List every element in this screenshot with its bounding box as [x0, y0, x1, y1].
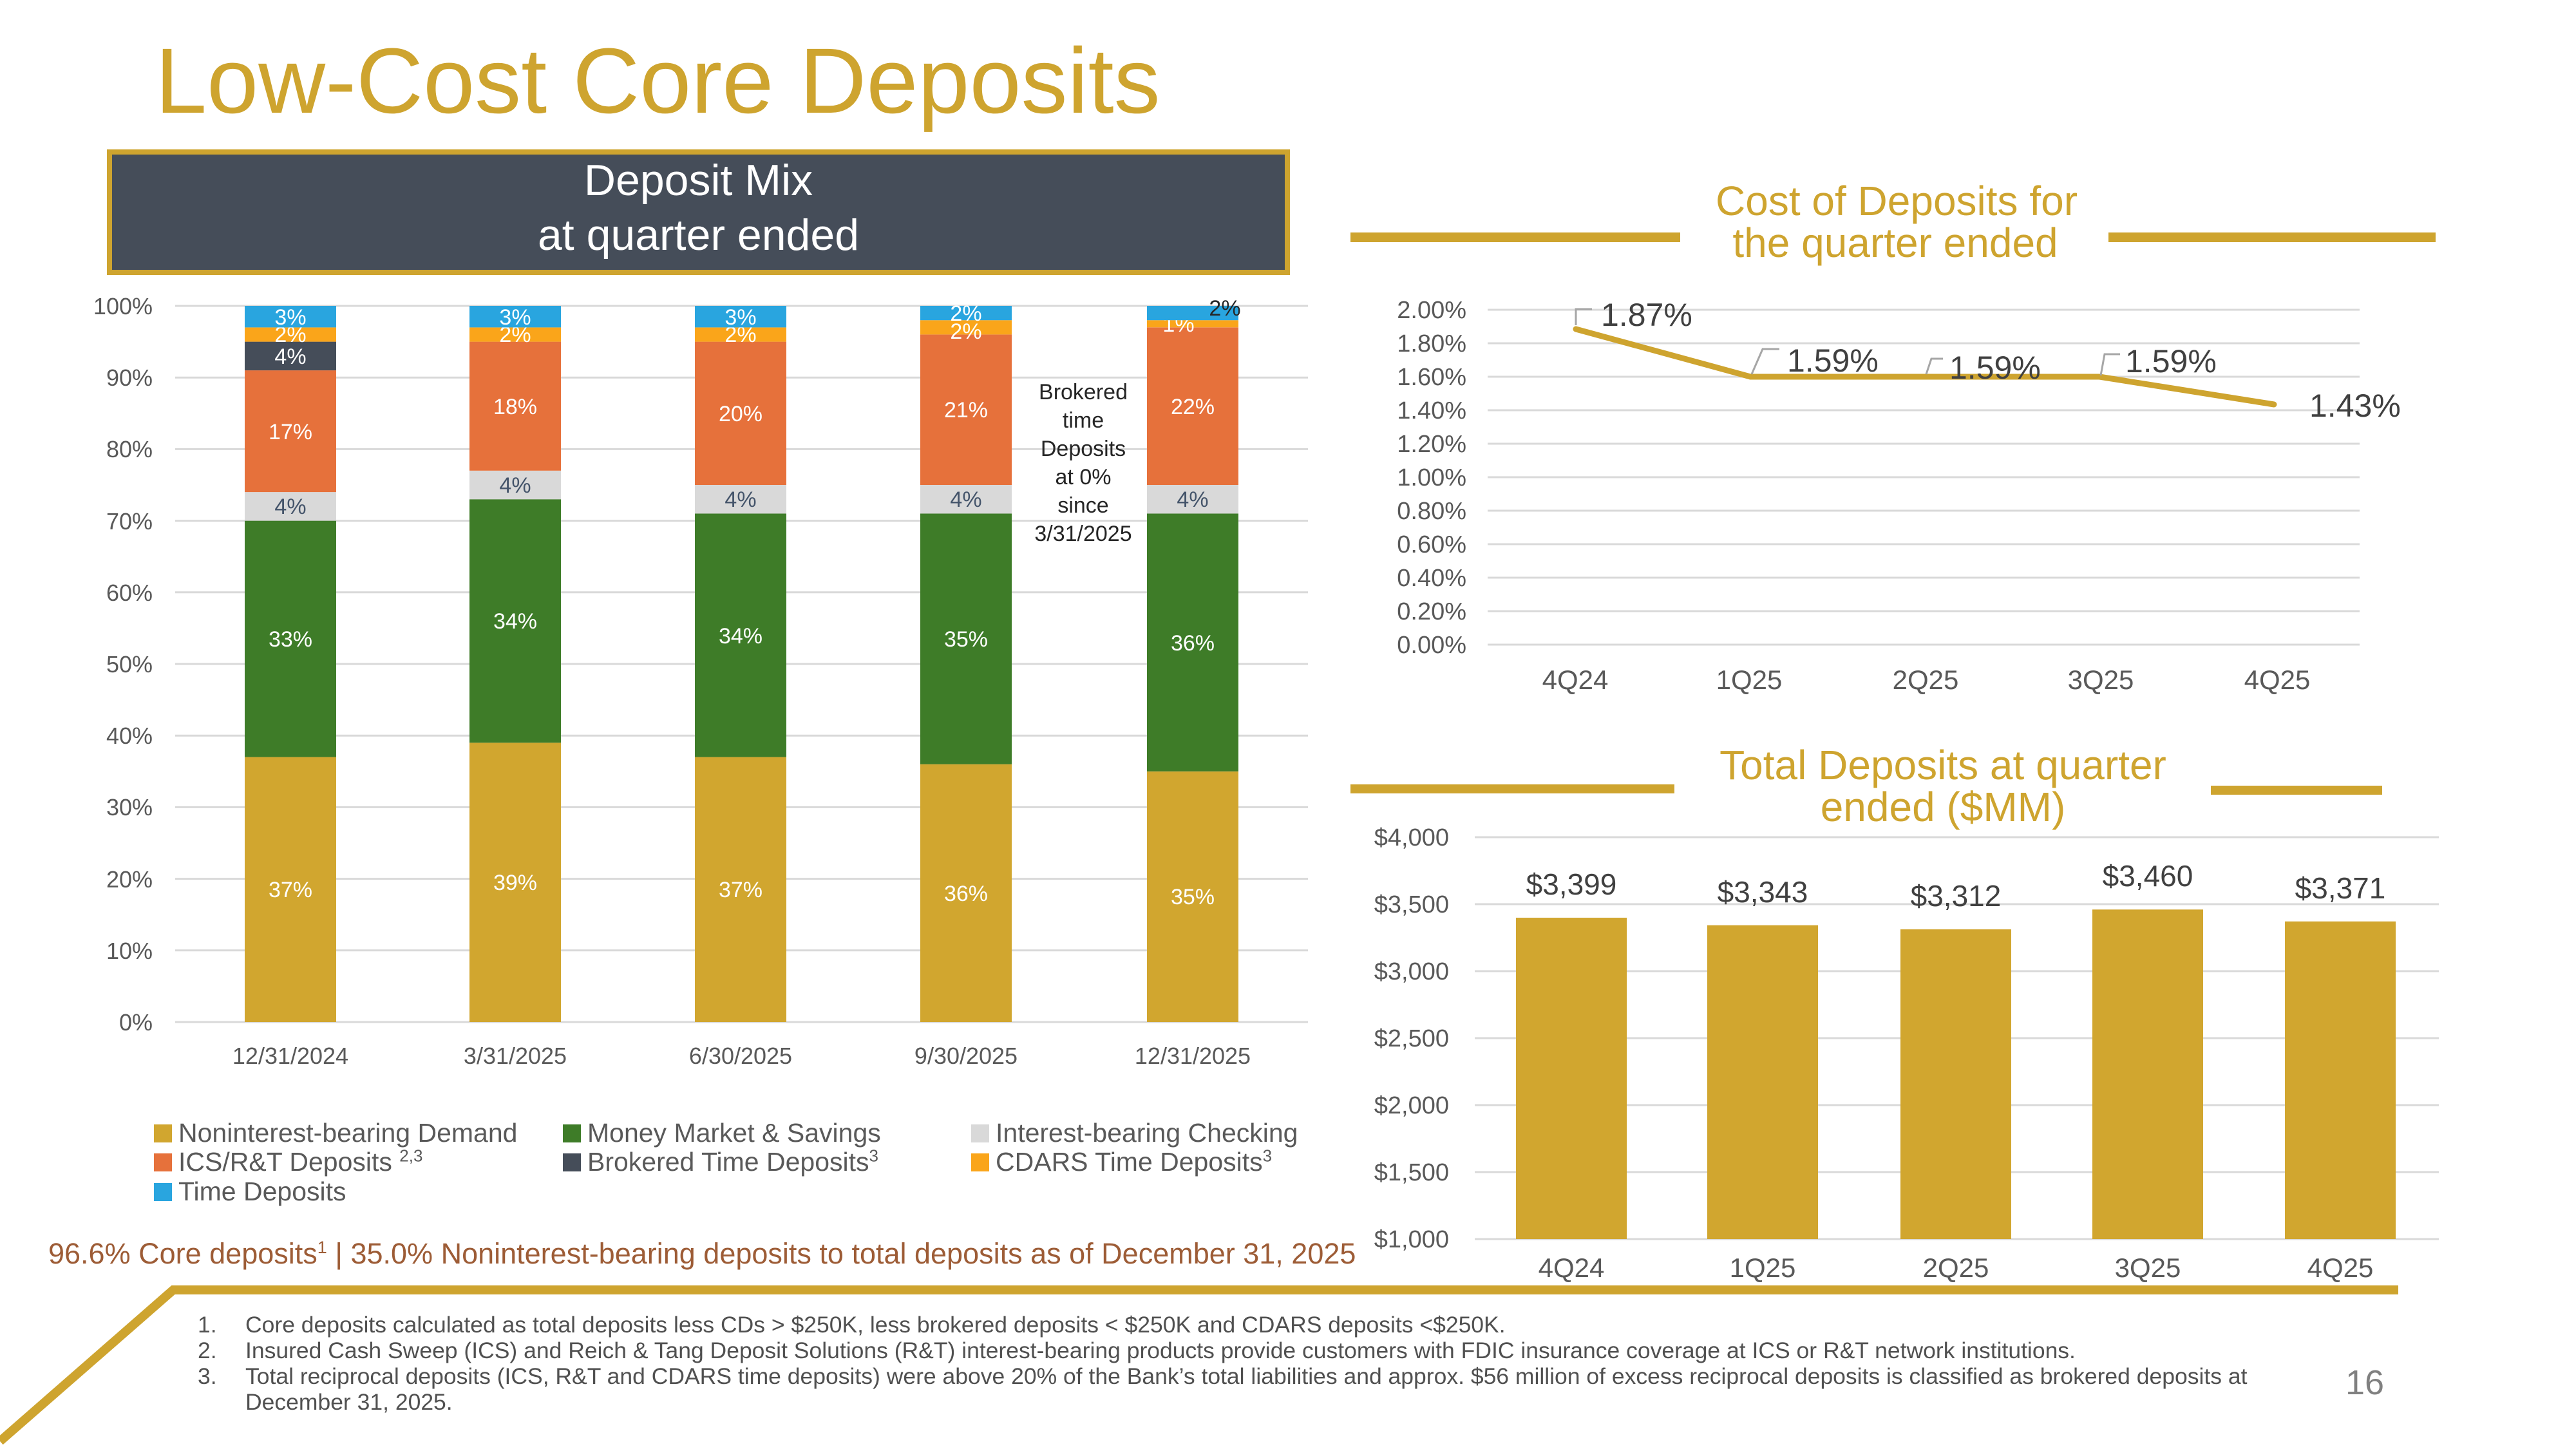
svg-text:36%: 36%: [1171, 631, 1215, 656]
svg-text:Total Deposits at quarter: Total Deposits at quarter: [1719, 742, 2166, 788]
svg-text:18%: 18%: [493, 395, 537, 419]
svg-text:1.59%: 1.59%: [2125, 343, 2217, 379]
svg-text:$4,000: $4,000: [1374, 824, 1449, 851]
svg-text:at 0%: at 0%: [1056, 465, 1112, 489]
svg-text:$3,399: $3,399: [1526, 867, 1617, 901]
svg-text:3Q25: 3Q25: [2115, 1253, 2181, 1283]
svg-text:2%: 2%: [950, 319, 981, 344]
svg-text:9/30/2025: 9/30/2025: [914, 1043, 1018, 1069]
svg-text:37%: 37%: [269, 878, 312, 902]
svg-text:12/31/2025: 12/31/2025: [1135, 1043, 1251, 1069]
svg-text:10%: 10%: [106, 938, 153, 964]
svg-text:1.43%: 1.43%: [2309, 388, 2401, 424]
svg-text:0%: 0%: [119, 1009, 153, 1036]
svg-text:1.20%: 1.20%: [1397, 431, 1466, 458]
svg-text:3/31/2025: 3/31/2025: [464, 1043, 567, 1069]
svg-text:35%: 35%: [944, 627, 988, 652]
svg-text:50%: 50%: [106, 651, 153, 677]
svg-text:$3,371: $3,371: [2295, 871, 2386, 905]
svg-text:1.80%: 1.80%: [1397, 330, 1466, 357]
svg-text:2Q25: 2Q25: [1923, 1253, 1989, 1283]
svg-text:4%: 4%: [950, 488, 981, 512]
svg-text:time: time: [1063, 408, 1104, 433]
svg-text:39%: 39%: [493, 871, 537, 895]
svg-text:20%: 20%: [719, 402, 762, 426]
svg-text:4Q24: 4Q24: [1539, 1253, 1605, 1283]
svg-text:12/31/2024: 12/31/2024: [232, 1043, 348, 1069]
svg-text:the quarter ended: the quarter ended: [1732, 220, 2058, 266]
svg-text:$1,000: $1,000: [1374, 1226, 1449, 1253]
svg-text:4%: 4%: [1177, 488, 1208, 512]
svg-text:1.87%: 1.87%: [1601, 297, 1692, 333]
svg-text:2%: 2%: [950, 301, 981, 326]
svg-text:1.59%: 1.59%: [1787, 343, 1879, 379]
svg-text:4%: 4%: [274, 345, 306, 369]
svg-text:20%: 20%: [106, 866, 153, 893]
svg-text:4Q25: 4Q25: [2307, 1253, 2374, 1283]
svg-text:3%: 3%: [499, 305, 531, 330]
svg-text:3%: 3%: [274, 305, 306, 330]
svg-text:1Q25: 1Q25: [1730, 1253, 1796, 1283]
svg-text:0.60%: 0.60%: [1397, 531, 1466, 558]
svg-text:4Q24: 4Q24: [1542, 665, 1609, 695]
svg-text:21%: 21%: [944, 398, 988, 422]
svg-text:80%: 80%: [106, 436, 153, 462]
svg-text:2.00%: 2.00%: [1397, 297, 1466, 324]
svg-text:0.20%: 0.20%: [1397, 598, 1466, 625]
svg-text:36%: 36%: [944, 882, 988, 906]
svg-text:17%: 17%: [269, 420, 312, 444]
svg-text:4%: 4%: [274, 495, 306, 519]
svg-text:$3,312: $3,312: [1911, 879, 2002, 913]
svg-text:33%: 33%: [269, 627, 312, 652]
svg-text:$1,500: $1,500: [1374, 1159, 1449, 1186]
svg-text:$2,000: $2,000: [1374, 1092, 1449, 1119]
svg-text:$2,500: $2,500: [1374, 1025, 1449, 1052]
svg-text:Deposits: Deposits: [1041, 437, 1126, 461]
svg-text:since: since: [1057, 493, 1108, 518]
svg-text:1.60%: 1.60%: [1397, 364, 1466, 391]
svg-text:30%: 30%: [106, 794, 153, 820]
svg-text:$3,343: $3,343: [1718, 875, 1808, 909]
svg-text:ended ($MM): ended ($MM): [1821, 784, 2066, 830]
svg-text:0.40%: 0.40%: [1397, 565, 1466, 592]
svg-text:1Q25: 1Q25: [1716, 665, 1783, 695]
svg-text:2%: 2%: [1209, 296, 1240, 321]
svg-text:$3,460: $3,460: [2103, 859, 2193, 893]
svg-text:$3,500: $3,500: [1374, 891, 1449, 918]
svg-text:1.40%: 1.40%: [1397, 397, 1466, 424]
svg-text:$3,000: $3,000: [1374, 958, 1449, 985]
svg-text:2Q25: 2Q25: [1893, 665, 1959, 695]
svg-text:34%: 34%: [719, 624, 762, 649]
svg-text:Cost of Deposits for: Cost of Deposits for: [1716, 178, 2078, 224]
svg-text:3/31/2025: 3/31/2025: [1034, 522, 1132, 546]
svg-text:100%: 100%: [93, 293, 153, 319]
svg-text:34%: 34%: [493, 609, 537, 634]
svg-text:40%: 40%: [106, 723, 153, 749]
svg-text:60%: 60%: [106, 580, 153, 606]
svg-text:22%: 22%: [1171, 395, 1215, 419]
svg-text:Brokered: Brokered: [1039, 380, 1128, 404]
svg-text:37%: 37%: [719, 878, 762, 902]
svg-text:4Q25: 4Q25: [2244, 665, 2311, 695]
svg-text:0.80%: 0.80%: [1397, 498, 1466, 525]
svg-text:1.59%: 1.59%: [1949, 350, 2041, 386]
svg-text:70%: 70%: [106, 508, 153, 535]
svg-text:0.00%: 0.00%: [1397, 632, 1466, 659]
svg-text:1.00%: 1.00%: [1397, 464, 1466, 491]
svg-text:6/30/2025: 6/30/2025: [689, 1043, 792, 1069]
svg-text:3%: 3%: [724, 305, 756, 330]
svg-text:4%: 4%: [724, 488, 756, 512]
svg-text:4%: 4%: [499, 473, 531, 498]
svg-text:35%: 35%: [1171, 885, 1215, 909]
svg-text:3Q25: 3Q25: [2068, 665, 2134, 695]
svg-text:90%: 90%: [106, 365, 153, 391]
